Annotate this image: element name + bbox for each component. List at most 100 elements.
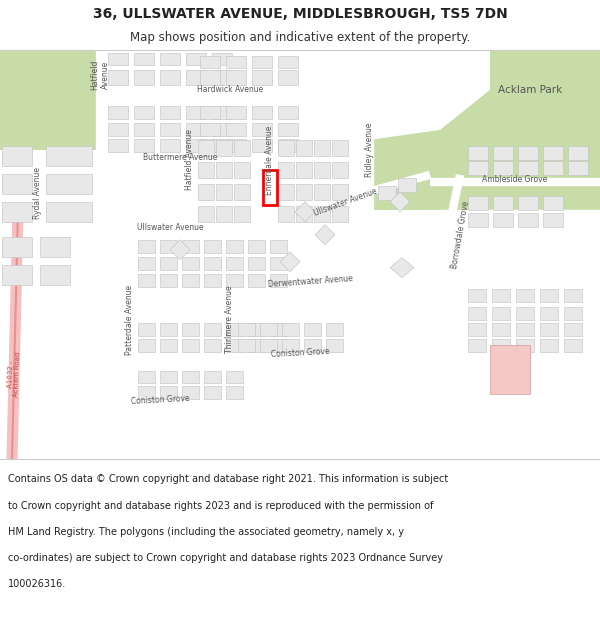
Bar xyxy=(304,322,321,336)
Bar xyxy=(248,322,265,336)
Bar xyxy=(138,322,155,336)
Bar xyxy=(278,106,298,119)
Bar xyxy=(468,339,486,351)
Bar xyxy=(40,237,70,257)
Bar xyxy=(138,257,155,269)
Text: Ennerdale Avenue: Ennerdale Avenue xyxy=(265,125,275,194)
Bar xyxy=(2,264,32,284)
Bar xyxy=(564,339,582,351)
Text: 100026316.: 100026316. xyxy=(8,579,66,589)
Bar xyxy=(540,339,558,351)
Bar xyxy=(198,184,214,200)
Bar xyxy=(248,257,265,269)
Text: Coniston Grove: Coniston Grove xyxy=(271,346,329,359)
Bar xyxy=(278,140,294,156)
Bar xyxy=(160,240,177,252)
Text: Ullswater Avenue: Ullswater Avenue xyxy=(312,186,378,218)
Bar xyxy=(234,162,250,177)
Bar xyxy=(134,139,154,152)
Bar xyxy=(468,307,486,319)
Bar xyxy=(138,371,155,384)
Bar xyxy=(468,196,488,210)
Text: Buttermere Avenue: Buttermere Avenue xyxy=(143,153,217,162)
Bar xyxy=(493,161,513,175)
Bar xyxy=(252,70,272,85)
Bar xyxy=(493,146,513,160)
Bar xyxy=(198,206,214,222)
Text: HM Land Registry. The polygons (including the associated geometry, namely x, y: HM Land Registry. The polygons (includin… xyxy=(8,527,404,537)
Bar xyxy=(234,184,250,200)
Bar xyxy=(226,274,243,287)
Bar xyxy=(226,139,246,152)
Bar xyxy=(138,339,155,351)
Bar xyxy=(200,70,220,85)
Bar xyxy=(314,140,330,156)
Bar xyxy=(186,106,206,119)
Bar xyxy=(226,123,246,136)
Bar xyxy=(108,123,128,136)
Bar xyxy=(2,174,32,194)
Bar xyxy=(568,146,588,160)
Bar xyxy=(186,53,206,65)
Bar xyxy=(134,106,154,119)
Bar xyxy=(543,213,563,227)
Bar xyxy=(204,257,221,269)
Bar xyxy=(40,264,70,284)
Bar xyxy=(160,257,177,269)
Bar xyxy=(134,123,154,136)
Bar xyxy=(332,162,348,177)
Bar xyxy=(160,123,180,136)
Bar xyxy=(304,339,321,351)
Bar xyxy=(468,213,488,227)
Bar xyxy=(204,371,221,384)
Bar xyxy=(134,53,154,65)
Bar xyxy=(516,307,534,319)
Bar xyxy=(278,206,294,222)
Bar xyxy=(198,162,214,177)
Bar xyxy=(564,289,582,302)
Bar xyxy=(518,161,538,175)
Bar xyxy=(326,339,343,351)
Text: Ullswater Avenue: Ullswater Avenue xyxy=(137,223,203,232)
Text: Borrowdale Grove: Borrowdale Grove xyxy=(449,200,470,269)
Bar xyxy=(332,206,348,222)
Text: Ambleside Grove: Ambleside Grove xyxy=(482,175,548,184)
Bar xyxy=(490,344,530,394)
Bar xyxy=(332,184,348,200)
Bar xyxy=(543,161,563,175)
Bar xyxy=(2,202,32,222)
Bar xyxy=(468,322,486,336)
Bar xyxy=(216,162,232,177)
Bar xyxy=(314,206,330,222)
Text: to Crown copyright and database rights 2023 and is reproduced with the permissio: to Crown copyright and database rights 2… xyxy=(8,501,433,511)
Bar xyxy=(212,53,232,65)
Bar xyxy=(186,70,206,85)
Bar xyxy=(492,339,510,351)
Bar xyxy=(270,240,287,252)
Bar xyxy=(108,139,128,152)
Bar xyxy=(204,322,221,336)
Text: Contains OS data © Crown copyright and database right 2021. This information is : Contains OS data © Crown copyright and d… xyxy=(8,474,448,484)
Bar xyxy=(108,70,128,85)
Bar xyxy=(216,206,232,222)
Bar xyxy=(314,162,330,177)
Bar xyxy=(332,140,348,156)
Bar xyxy=(252,139,272,152)
Bar xyxy=(248,240,265,252)
Bar xyxy=(278,139,298,152)
Bar xyxy=(278,56,298,68)
Bar xyxy=(46,174,92,194)
Bar xyxy=(296,206,312,222)
Text: Thirlmere Avenue: Thirlmere Avenue xyxy=(226,286,235,353)
Bar xyxy=(212,70,232,85)
Bar xyxy=(543,196,563,210)
Bar xyxy=(226,386,243,399)
Bar xyxy=(518,146,538,160)
Bar xyxy=(216,184,232,200)
Bar xyxy=(234,140,250,156)
Bar xyxy=(198,140,214,156)
Polygon shape xyxy=(170,240,190,259)
Bar xyxy=(568,161,588,175)
Text: Patterdale Avenue: Patterdale Avenue xyxy=(125,284,134,354)
Polygon shape xyxy=(390,258,414,278)
